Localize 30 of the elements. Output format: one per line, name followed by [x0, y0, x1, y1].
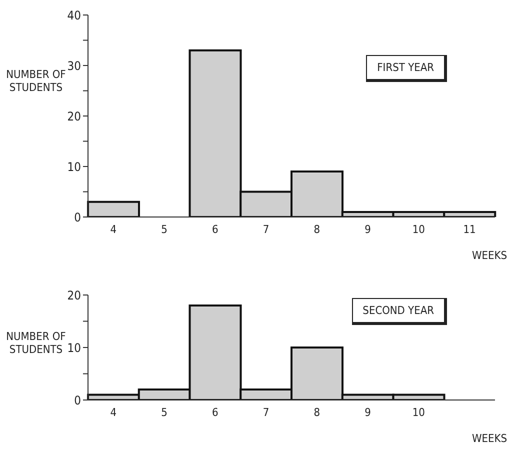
y-tick-label: 10: [67, 160, 82, 174]
x-tick-label: 4: [110, 406, 117, 419]
y-tick-label: 20: [67, 288, 82, 302]
x-axis-title: WEEKS: [472, 249, 507, 262]
x-tick-label: 9: [364, 222, 371, 236]
x-tick-label: 8: [314, 222, 320, 236]
x-tick-label: 4: [110, 222, 117, 236]
y-tick-label: 0: [74, 210, 82, 224]
x-tick-label: 11: [463, 222, 476, 236]
y-axis-title: NUMBER OF STUDENTS: [6, 68, 66, 94]
bar: [87, 200, 140, 217]
x-tick-label: 6: [212, 222, 218, 236]
x-tick-label: 7: [262, 222, 270, 236]
x-tick-label: 5: [161, 222, 168, 236]
x-axis-title: WEEKS: [472, 432, 507, 445]
x-tick-label: 9: [364, 406, 371, 419]
text: FIRST YEAR: [366, 55, 447, 82]
y-axis-title: NUMBER OF STUDENTS: [6, 330, 66, 356]
y-tick-label: 30: [67, 58, 82, 73]
y-tick-label: 10: [67, 340, 82, 355]
x-tick-label: 6: [212, 406, 218, 419]
x-tick-label: 5: [161, 406, 168, 419]
x-tick-label: 7: [262, 406, 270, 419]
x-tick-label: 8: [314, 406, 320, 419]
y-tick-label: 40: [67, 8, 82, 22]
y-tick-label: 20: [67, 109, 82, 124]
x-tick-label: 10: [412, 406, 425, 419]
text: SECOND YEAR: [352, 298, 447, 325]
x-tick-label: 10: [412, 222, 425, 236]
y-tick-label: 0: [74, 393, 82, 408]
